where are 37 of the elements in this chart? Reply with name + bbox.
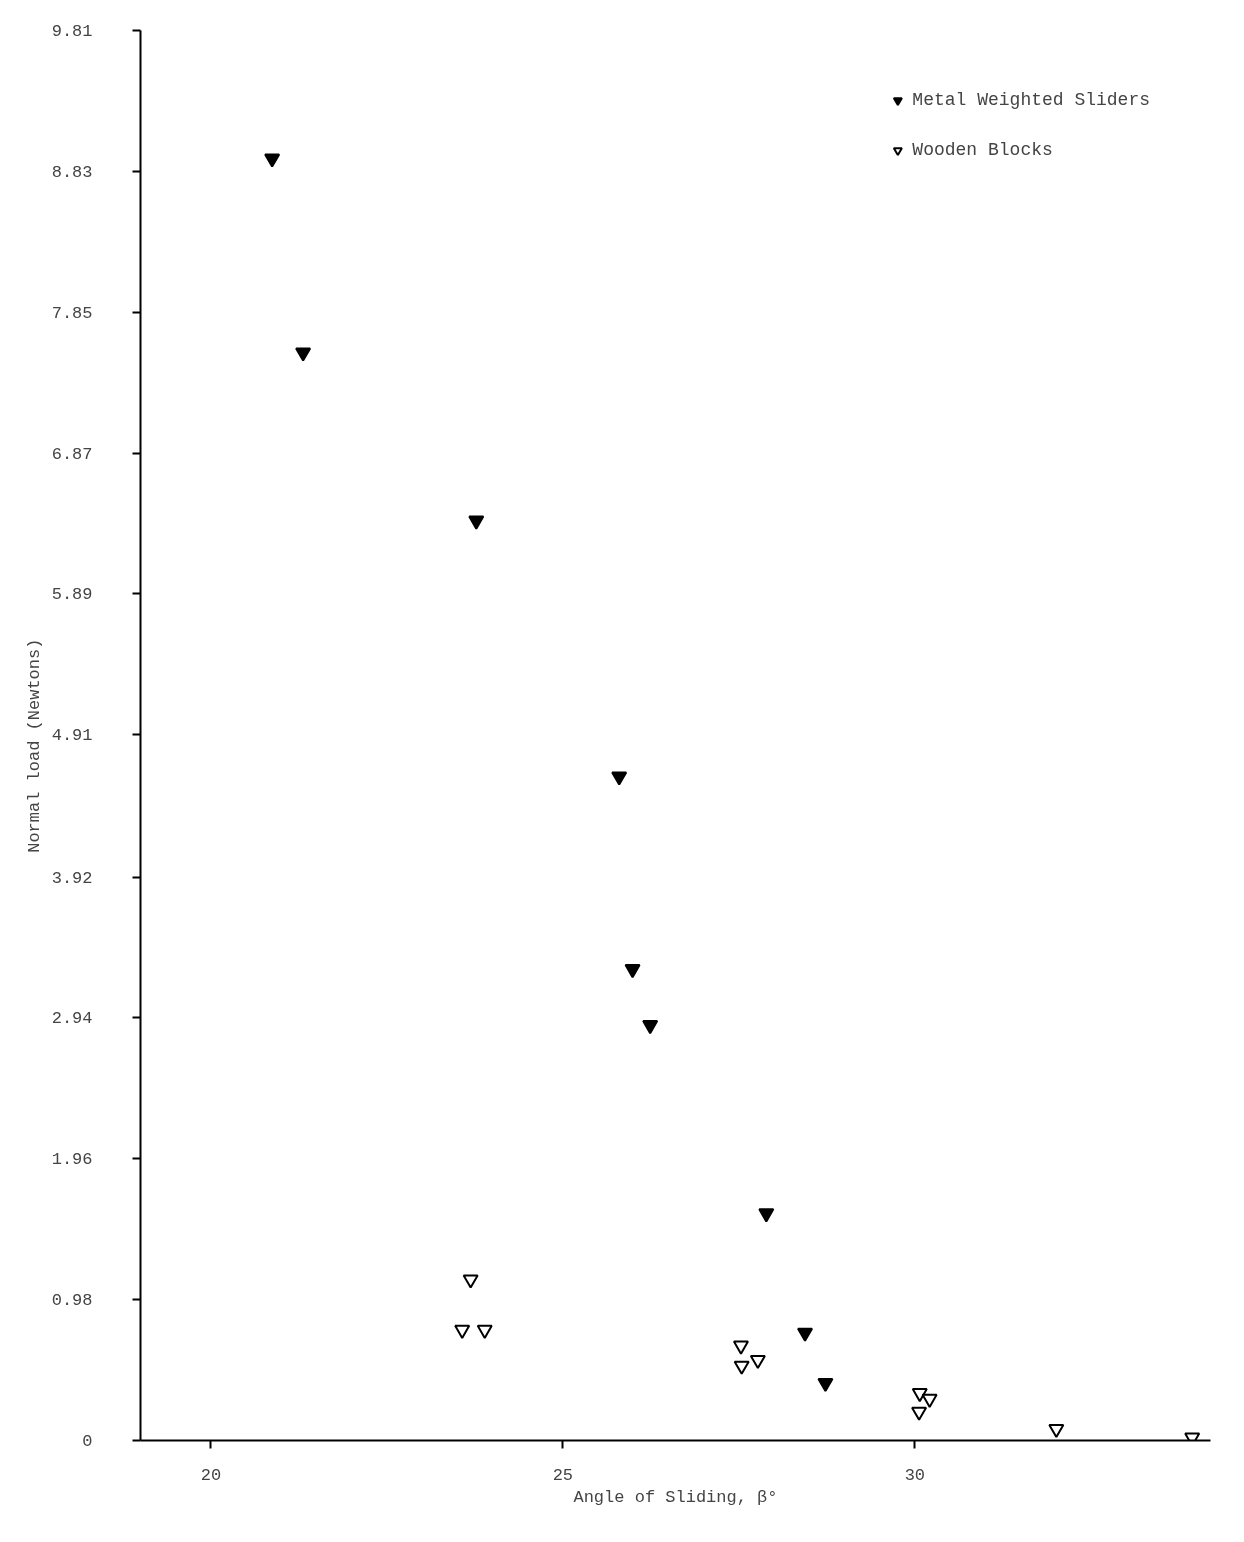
y-tick-label: 6.87	[51, 444, 93, 464]
y-tick-label: 7.85	[51, 303, 93, 323]
y-tick-label: 8.83	[51, 162, 93, 182]
point	[732, 1340, 749, 1355]
y-tick-label: 1.96	[51, 1150, 93, 1170]
y-tick-label: 3.92	[51, 868, 93, 888]
y-tick-label: 0	[82, 1432, 93, 1451]
point	[462, 1274, 479, 1289]
point	[264, 153, 281, 168]
point	[817, 1377, 834, 1393]
legend-label: Wooden Blocks	[912, 140, 1053, 160]
point	[476, 1324, 493, 1339]
y-axis-title: Normal load (Newtons)	[24, 638, 44, 853]
x-tick-label: 25	[552, 1465, 574, 1485]
point	[797, 1327, 814, 1342]
point	[1048, 1423, 1065, 1439]
point	[611, 771, 628, 786]
point	[642, 1020, 659, 1035]
y-tick-label: 4.91	[51, 726, 93, 746]
point	[454, 1324, 471, 1339]
point	[749, 1354, 766, 1370]
point	[911, 1406, 928, 1421]
y-tick-label: 9.81	[51, 22, 93, 41]
point	[921, 1393, 938, 1408]
point	[911, 1388, 928, 1403]
point	[624, 964, 641, 979]
point	[468, 515, 485, 530]
x-tick-label: 20	[200, 1465, 222, 1485]
y-tick-label: 0.98	[51, 1291, 93, 1311]
point	[758, 1208, 775, 1223]
point	[295, 347, 312, 362]
y-tick-label: 5.89	[51, 585, 93, 605]
y-tick-label: 2.94	[51, 1009, 93, 1029]
x-axis-title: Angle of Sliding, β°	[573, 1487, 778, 1507]
x-tick-label: 30	[904, 1465, 926, 1485]
legend-label: Metal Weighted Sliders	[912, 90, 1150, 110]
point	[733, 1360, 750, 1375]
